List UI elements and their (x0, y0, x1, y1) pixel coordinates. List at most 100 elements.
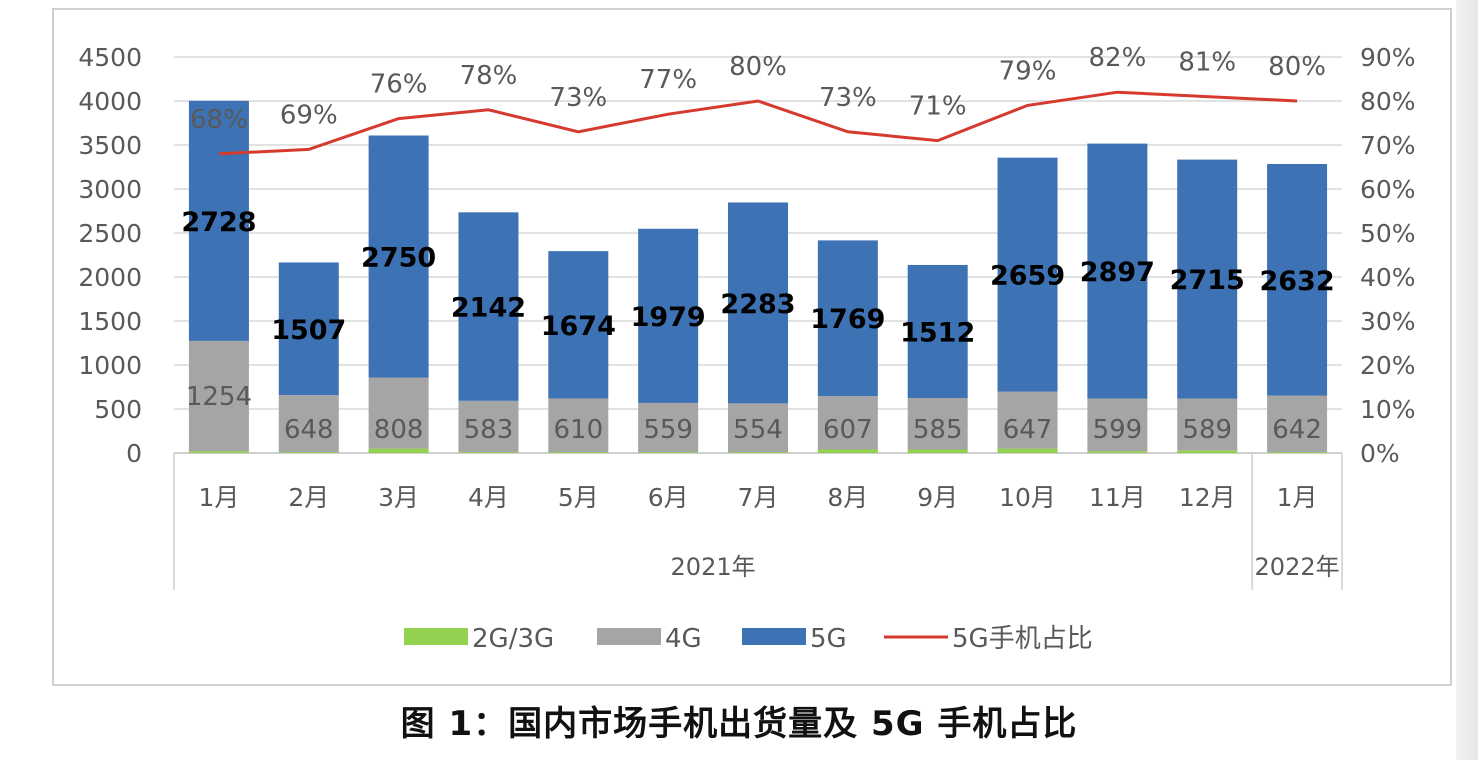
data-label-4g: 648 (284, 415, 334, 445)
x-tick-label: 5月 (558, 483, 599, 512)
data-label-share: 69% (280, 100, 338, 130)
bar-4g (278, 395, 339, 453)
y-left-tick-label: 500 (94, 395, 142, 424)
x-tick-label: 6月 (648, 483, 689, 512)
x-group-label: 2021年 (671, 553, 756, 581)
data-label-5g: 1512 (900, 317, 975, 348)
bar-5g (1267, 164, 1328, 396)
legend-swatch (742, 628, 806, 645)
y-right-tick-label: 20% (1360, 351, 1416, 380)
bar-5g (817, 240, 878, 397)
data-label-4g: 642 (1272, 415, 1322, 445)
x-tick-label: 1月 (1277, 483, 1318, 512)
line-5g-share (218, 90, 1298, 156)
data-label-5g: 1674 (541, 311, 616, 342)
bar-2g3g (638, 452, 699, 453)
bar-5g (188, 100, 249, 341)
y-left-tick-label: 0 (126, 439, 142, 468)
data-label-4g: 559 (643, 415, 693, 445)
data-label-4g: 647 (1003, 415, 1053, 445)
data-label-share: 73% (819, 83, 877, 113)
data-label-share: 80% (1268, 52, 1326, 82)
data-label-5g: 2283 (720, 289, 795, 320)
x-tick-label: 10月 (999, 483, 1056, 512)
data-label-5g: 2728 (181, 207, 256, 238)
bar-5g (548, 251, 609, 399)
x-tick-label: 7月 (738, 483, 779, 512)
x-tick-label: 12月 (1179, 483, 1236, 512)
data-label-5g: 2659 (990, 261, 1065, 292)
data-label-4g: 808 (374, 415, 424, 445)
y-left-tick-label: 2000 (78, 263, 142, 292)
bar-2g3g (1087, 451, 1148, 453)
data-label-5g: 2715 (1170, 265, 1245, 296)
data-label-4g: 610 (553, 415, 603, 445)
data-label-4g: 607 (823, 415, 873, 445)
data-label-5g: 2750 (361, 242, 436, 273)
bar-2g3g (997, 448, 1058, 453)
bar-2g3g (458, 452, 519, 453)
data-label-4g: 583 (464, 415, 514, 445)
y-left-tick-label: 4000 (78, 87, 142, 116)
legend-label: 5G手机占比 (952, 624, 1093, 654)
y-right-tick-label: 50% (1360, 219, 1416, 248)
data-label-share: 77% (639, 65, 697, 95)
bar-2g3g (817, 449, 878, 453)
data-label-share: 82% (1088, 43, 1146, 73)
data-label-4g: 589 (1182, 415, 1232, 445)
y-left-tick-label: 1500 (78, 307, 142, 336)
bar-5g (728, 202, 788, 404)
y-right-tick-label: 80% (1360, 87, 1416, 116)
bar-2g3g (548, 452, 609, 453)
y-right-tick-label: 70% (1360, 131, 1416, 160)
y-right-tick-label: 0% (1360, 439, 1400, 468)
chart-svg: 0 500 1000 1500 2000 2500 3000 3500 4000 4500 0% 10… (78, 43, 1416, 654)
bar-4g (1267, 395, 1328, 453)
data-label-5g: 2142 (451, 293, 526, 324)
bar-5g (368, 135, 429, 378)
data-label-share: 71% (909, 92, 967, 122)
legend-label: 4G (665, 624, 702, 654)
y-left-tick-label: 2500 (78, 219, 142, 248)
bar-2g3g (278, 452, 339, 453)
y-right-tick-label: 60% (1360, 175, 1416, 204)
data-label-share: 79% (999, 56, 1057, 86)
data-label-5g: 1769 (810, 304, 885, 335)
data-label-4g: 585 (913, 415, 963, 445)
y-right-tick-label: 90% (1360, 43, 1416, 72)
x-tick-label: 3月 (378, 483, 419, 512)
x-tick-label: 11月 (1089, 483, 1146, 512)
data-label-4g: 554 (733, 415, 783, 445)
bar-4g (1177, 398, 1238, 451)
bar-4g (817, 396, 878, 450)
bar-2g3g (1177, 450, 1238, 453)
x-group-label: 2022年 (1255, 553, 1340, 581)
x-tick-label: 2月 (288, 483, 329, 512)
bar-2g3g (1267, 452, 1328, 453)
bar-2g3g (907, 449, 968, 453)
bar-5g (997, 157, 1058, 392)
y-left-tick-label: 1000 (78, 351, 142, 380)
data-label-share: 80% (729, 52, 787, 82)
data-label-share: 76% (370, 70, 428, 100)
bar-4g (188, 340, 249, 452)
bar-4g (638, 402, 699, 453)
bar-5g (1087, 143, 1148, 399)
x-tick-label: 1月 (198, 483, 239, 512)
bar-2g3g (368, 448, 429, 453)
data-label-5g: 1979 (631, 302, 706, 333)
x-tick-label: 8月 (827, 483, 868, 512)
y-right-tick-label: 30% (1360, 307, 1416, 336)
bar-5g (458, 212, 519, 401)
data-label-share: 73% (549, 83, 607, 113)
chart-frame: 0 500 1000 1500 2000 2500 3000 3500 4000 4500 0% 10… (52, 8, 1452, 686)
y-left-tick-label: 3000 (78, 175, 142, 204)
data-label-share: 68% (190, 105, 248, 135)
bar-2g3g (188, 451, 249, 453)
x-tick-label: 4月 (468, 483, 509, 512)
bar-5g (278, 262, 339, 396)
data-label-4g: 1254 (186, 382, 252, 412)
bar-5g (1177, 159, 1238, 399)
data-label-5g: 1507 (271, 315, 346, 346)
page-edge-strip (1456, 0, 1478, 760)
